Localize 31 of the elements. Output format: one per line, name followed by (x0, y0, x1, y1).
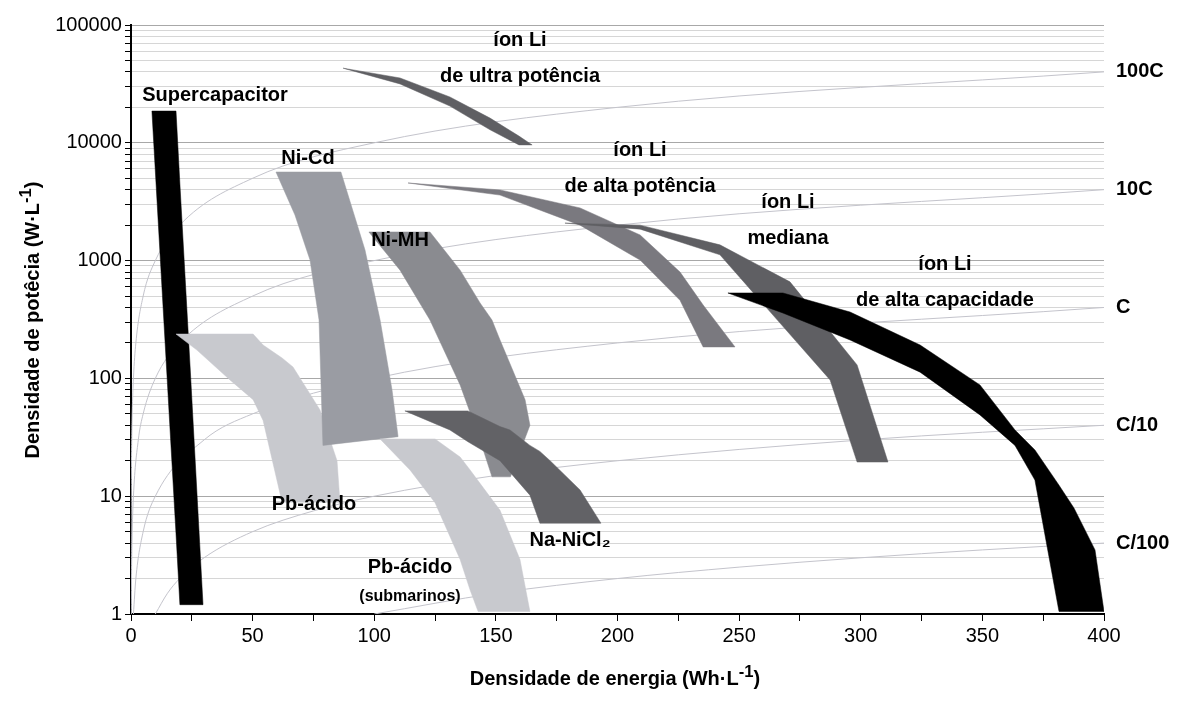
x-tick-label: 100 (357, 623, 391, 646)
y-tick-label: 10 (99, 483, 122, 506)
series-label: íon Li de ultra potência (439, 27, 601, 86)
series-label: íon Li mediana (747, 189, 830, 248)
y-tick-label: 10000 (66, 130, 122, 153)
x-tick-label: 150 (479, 623, 513, 646)
y-tick-label: 1 (110, 601, 122, 624)
x-tick-label: 0 (125, 623, 137, 646)
y-tick-label: 100 (88, 365, 122, 388)
series-label: íon Li de alta potência (564, 137, 717, 196)
x-axis-title: Densidade de energia (Wh·L$^{-1}$) (469, 662, 761, 690)
series-label: Pb-ácido (submarinos) (359, 554, 461, 605)
series-label: Ni-Cd (281, 145, 335, 168)
series-label: Supercapacitor (142, 82, 289, 105)
x-tick-label: 300 (844, 623, 878, 646)
series-label: 10C (1116, 177, 1153, 200)
x-tick-label: 250 (722, 623, 756, 646)
series-label: Na-NiCl₂ (529, 527, 611, 550)
series-label: C (1116, 294, 1131, 317)
x-tick-label: 50 (241, 623, 264, 646)
series-label: íon Li de alta capacidade (856, 251, 1034, 310)
x-tick-label: 350 (965, 623, 1000, 646)
series-label: Ni-MH (371, 227, 429, 250)
series-label: C/10 (1116, 412, 1159, 435)
y-tick-label: 100000 (55, 12, 122, 35)
series-label: Pb-ácido (271, 491, 357, 514)
x-tick-label: 200 (600, 623, 635, 646)
y-tick-label: 1000 (77, 248, 122, 271)
x-tick-label: 400 (1087, 623, 1121, 646)
series-label: C/100 (1116, 530, 1170, 553)
series-label: 100C (1116, 59, 1164, 82)
